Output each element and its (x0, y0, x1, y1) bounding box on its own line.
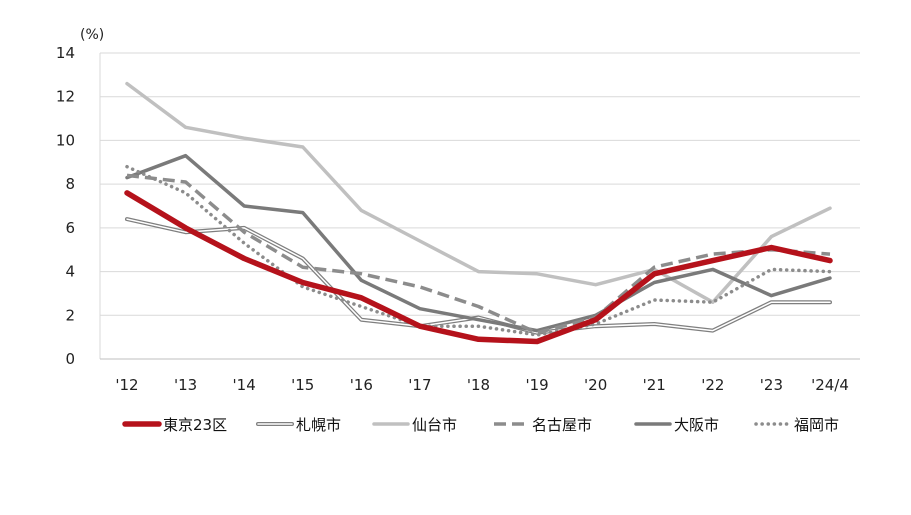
y-tick-label: 8 (65, 175, 75, 193)
x-tick-label: '23 (760, 376, 783, 394)
legend-item: 大阪市 (634, 416, 719, 434)
series-line (125, 81, 832, 304)
series-line (124, 190, 833, 345)
legend-label: 大阪市 (674, 416, 719, 434)
series-6 (125, 164, 832, 337)
legend-item: 札幌市 (256, 416, 341, 434)
y-tick-label: 4 (65, 263, 75, 281)
legend-label: 福岡市 (794, 416, 839, 434)
legend-item: 名古屋市 (494, 416, 592, 434)
legend-label: 東京23区 (163, 416, 227, 434)
x-tick-label: '17 (408, 376, 431, 394)
y-tick-label: 0 (65, 350, 75, 368)
x-tick-label: '16 (350, 376, 373, 394)
series-1 (124, 190, 833, 345)
series-2 (125, 217, 832, 335)
series-line (125, 153, 832, 333)
x-tick-label: '18 (467, 376, 490, 394)
legend-item: 仙台市 (372, 416, 457, 434)
series-lines (124, 81, 833, 345)
gridlines (100, 52, 860, 316)
series-3 (125, 81, 832, 304)
x-tick-label: '22 (701, 376, 724, 394)
y-axis-unit-label: (%) (80, 27, 104, 43)
series-5 (125, 153, 832, 333)
x-tick-label: '24/4 (811, 376, 849, 394)
legend: 東京23区 札幌市 仙台市 名古屋市 大阪市 福岡市 (122, 416, 839, 434)
series-line (126, 173, 831, 335)
series-line (125, 164, 832, 337)
series-4 (126, 173, 831, 335)
legend-label: 仙台市 (412, 416, 457, 434)
x-tick-label: '15 (291, 376, 314, 394)
series-line-inner (126, 218, 831, 334)
x-tick-label: '13 (174, 376, 197, 394)
axes: 0 2 4 6 8 10 12 14 '12 '13 '14 '15 '16 '17 '18 '19 '20 '2… (56, 44, 860, 394)
legend-label: 名古屋市 (532, 416, 592, 434)
x-tick-label: '12 (115, 376, 138, 394)
x-tick-label: '21 (643, 376, 666, 394)
legend-label: 札幌市 (296, 416, 341, 434)
y-tick-label: 10 (56, 131, 75, 149)
y-tick-label: 12 (56, 88, 75, 106)
x-tick-label: '14 (233, 376, 256, 394)
y-tick-label: 6 (65, 219, 75, 237)
x-tick-label: '19 (525, 376, 548, 394)
legend-item: 福岡市 (754, 416, 839, 434)
y-tick-label: 14 (56, 44, 75, 62)
y-tick-label: 2 (65, 306, 75, 324)
legend-item: 東京23区 (122, 416, 227, 434)
x-tick-label: '20 (584, 376, 607, 394)
